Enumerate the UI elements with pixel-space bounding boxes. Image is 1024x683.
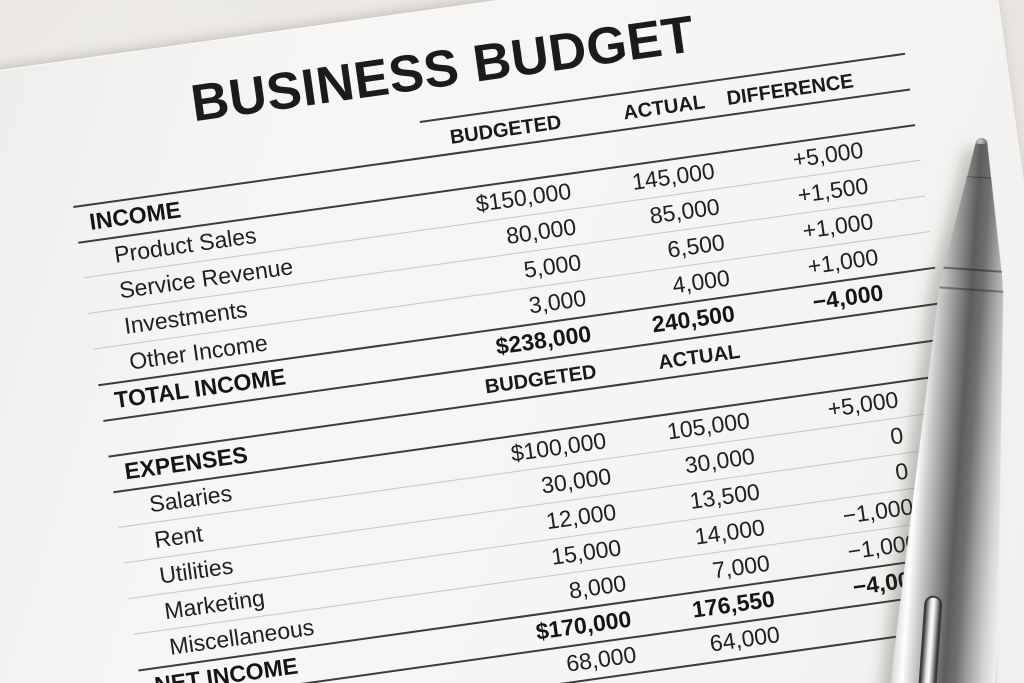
pen-tip-cone [909,139,1024,183]
pen-grip-cone [903,172,1024,275]
